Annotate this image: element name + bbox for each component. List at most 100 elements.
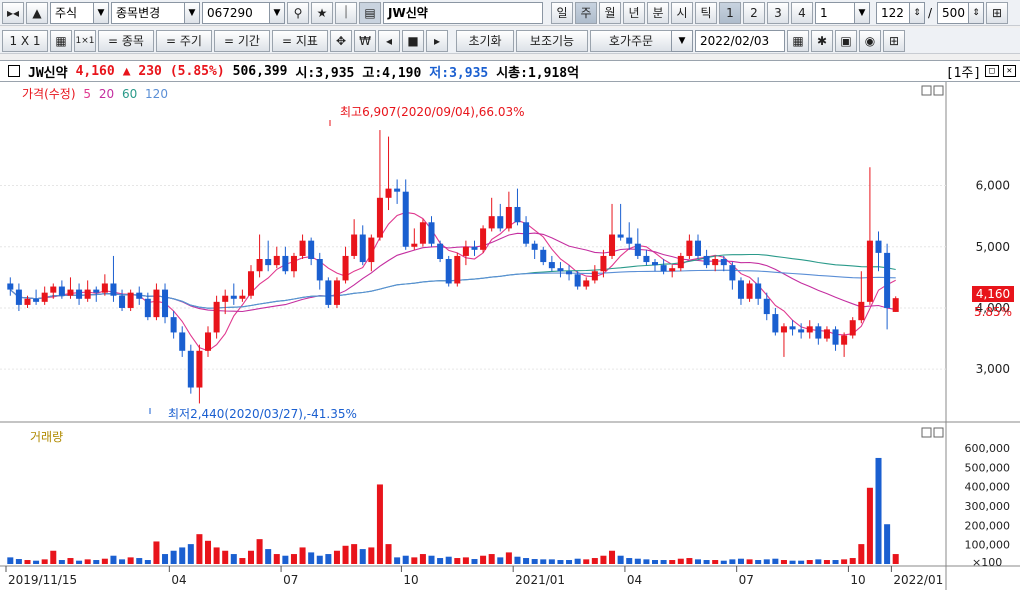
- period-day-button[interactable]: 일: [551, 1, 573, 24]
- candle-body: [76, 289, 83, 299]
- period-year-button[interactable]: 년: [623, 1, 645, 24]
- period-hour-button[interactable]: 시: [671, 1, 693, 24]
- export-icon[interactable]: ▣: [835, 29, 857, 52]
- compare-button[interactable]: 1×1: [74, 29, 96, 52]
- candle-body: [694, 240, 701, 256]
- candle-body: [213, 301, 220, 333]
- candle-body: [394, 188, 401, 192]
- candle-body: [643, 255, 650, 263]
- move-icon[interactable]: ✥: [330, 29, 352, 52]
- stock-code-input[interactable]: 067290: [202, 1, 270, 24]
- candle-body: [359, 234, 366, 263]
- star-icon[interactable]: ★: [311, 1, 333, 24]
- volume-bar: [462, 557, 469, 564]
- chart-area[interactable]: 3,000 4,000 5,000 6,000 100,000 200,000 300,00…: [0, 82, 1020, 590]
- volume-bar: [841, 559, 848, 564]
- change-stock-select[interactable]: 종목변경: [111, 1, 185, 24]
- page-1-button[interactable]: 1: [719, 1, 741, 24]
- top-toolbar: ▸◂ ▲ 주식 ▼ 종목변경 ▼ 067290 ▼ ⚲ ★ ⏐ ▤ JW신약 일…: [0, 0, 1020, 26]
- currency-icon[interactable]: ₩: [354, 29, 376, 52]
- candle-body: [583, 280, 590, 287]
- candle-body: [471, 246, 478, 250]
- period-week-button[interactable]: 주: [575, 1, 597, 24]
- reset-button[interactable]: 초기화: [456, 29, 514, 52]
- volume-bar: [703, 560, 710, 564]
- volume-bar: [497, 557, 504, 564]
- volume-bar: [780, 560, 787, 564]
- volume-bar: [514, 556, 521, 564]
- grid-icon[interactable]: ▦: [50, 29, 72, 52]
- volume-bar: [634, 558, 641, 564]
- period-minute-button[interactable]: 분: [647, 1, 669, 24]
- candle-body: [763, 298, 770, 315]
- stop-icon[interactable]: ■: [402, 29, 424, 52]
- x-tick-label: 2022/01: [893, 573, 943, 587]
- calendar-icon[interactable]: ▦: [787, 29, 809, 52]
- page-2-button[interactable]: 2: [743, 1, 765, 24]
- panel-close-icon[interactable]: [933, 85, 944, 96]
- spinner-icon[interactable]: ⇕: [968, 1, 985, 24]
- period-month-button[interactable]: 월: [599, 1, 621, 24]
- news-icon[interactable]: ▤: [359, 1, 381, 24]
- page-4-button[interactable]: 4: [791, 1, 813, 24]
- add-window-icon[interactable]: ⊞: [986, 1, 1009, 24]
- menu-toggle-button[interactable]: ▸◂: [2, 1, 24, 24]
- volume-bar: [394, 557, 401, 564]
- aux-function-button[interactable]: 보조기능: [516, 29, 588, 52]
- volume-bar: [24, 560, 31, 564]
- new-window-icon[interactable]: ⊞: [883, 29, 905, 52]
- spinner-icon[interactable]: ⇕: [909, 1, 925, 24]
- candle-body: [574, 274, 581, 287]
- indicator-toggle-button[interactable]: = 지표: [272, 29, 328, 52]
- volume-legend: 거래량: [30, 430, 63, 444]
- current-price-label: 4,160: [976, 287, 1010, 301]
- market-select[interactable]: 주식: [50, 1, 94, 24]
- volume-bar: [746, 559, 753, 564]
- volume-bar: [892, 554, 899, 564]
- next-icon[interactable]: ▸: [426, 29, 448, 52]
- up-button[interactable]: ▲: [26, 1, 48, 24]
- candle-body: [531, 243, 538, 250]
- period-tick-button[interactable]: 틱: [695, 1, 717, 24]
- page-input[interactable]: 1: [815, 1, 855, 24]
- candle-body: [15, 289, 22, 305]
- volume-bar: [325, 554, 332, 564]
- chevron-down-icon[interactable]: ▼: [93, 1, 109, 24]
- x-tick-label: 10: [403, 573, 418, 587]
- range-toggle-button[interactable]: = 기간: [214, 29, 270, 52]
- gear-icon[interactable]: ✱: [811, 29, 833, 52]
- chevron-down-icon[interactable]: ▼: [854, 1, 870, 24]
- candle-body: [93, 289, 100, 293]
- search-icon[interactable]: ⚲: [287, 1, 309, 24]
- total-input[interactable]: 500: [937, 1, 970, 24]
- prev-icon[interactable]: ◂: [378, 29, 400, 52]
- collapse-icon[interactable]: ⏐: [335, 1, 357, 24]
- stock-name-field[interactable]: JW신약: [383, 1, 543, 24]
- panel-minimize-icon[interactable]: [921, 85, 932, 96]
- panel-minimize-icon[interactable]: [921, 427, 932, 438]
- volume-bar: [119, 559, 126, 564]
- layout-button[interactable]: 1 X 1: [2, 29, 48, 52]
- candle-body: [273, 255, 280, 266]
- date-input[interactable]: 2022/02/03: [695, 29, 785, 52]
- print-icon[interactable]: ◉: [859, 29, 881, 52]
- candle-body: [385, 188, 392, 198]
- volume-tick-label: 400,000: [965, 481, 1011, 494]
- checkbox[interactable]: [8, 65, 20, 77]
- stock-toggle-button[interactable]: = 종목: [98, 29, 154, 52]
- volume-bar: [445, 556, 452, 564]
- close-icon[interactable]: ✕: [1002, 65, 1016, 77]
- order-button[interactable]: 호가주문: [590, 29, 672, 52]
- maximize-icon[interactable]: □: [985, 65, 999, 77]
- volume-bar: [273, 554, 280, 564]
- volume-bar: [540, 559, 547, 564]
- chevron-down-icon[interactable]: ▼: [671, 29, 693, 52]
- count-input[interactable]: 122: [876, 1, 910, 24]
- price-change: ▲ 230: [122, 63, 162, 79]
- page-3-button[interactable]: 3: [767, 1, 789, 24]
- cycle-toggle-button[interactable]: = 주기: [156, 29, 212, 52]
- chevron-down-icon[interactable]: ▼: [269, 1, 285, 24]
- panel-close-icon[interactable]: [933, 427, 944, 438]
- chevron-down-icon[interactable]: ▼: [184, 1, 200, 24]
- current-pct-label: 5.85%: [974, 305, 1012, 319]
